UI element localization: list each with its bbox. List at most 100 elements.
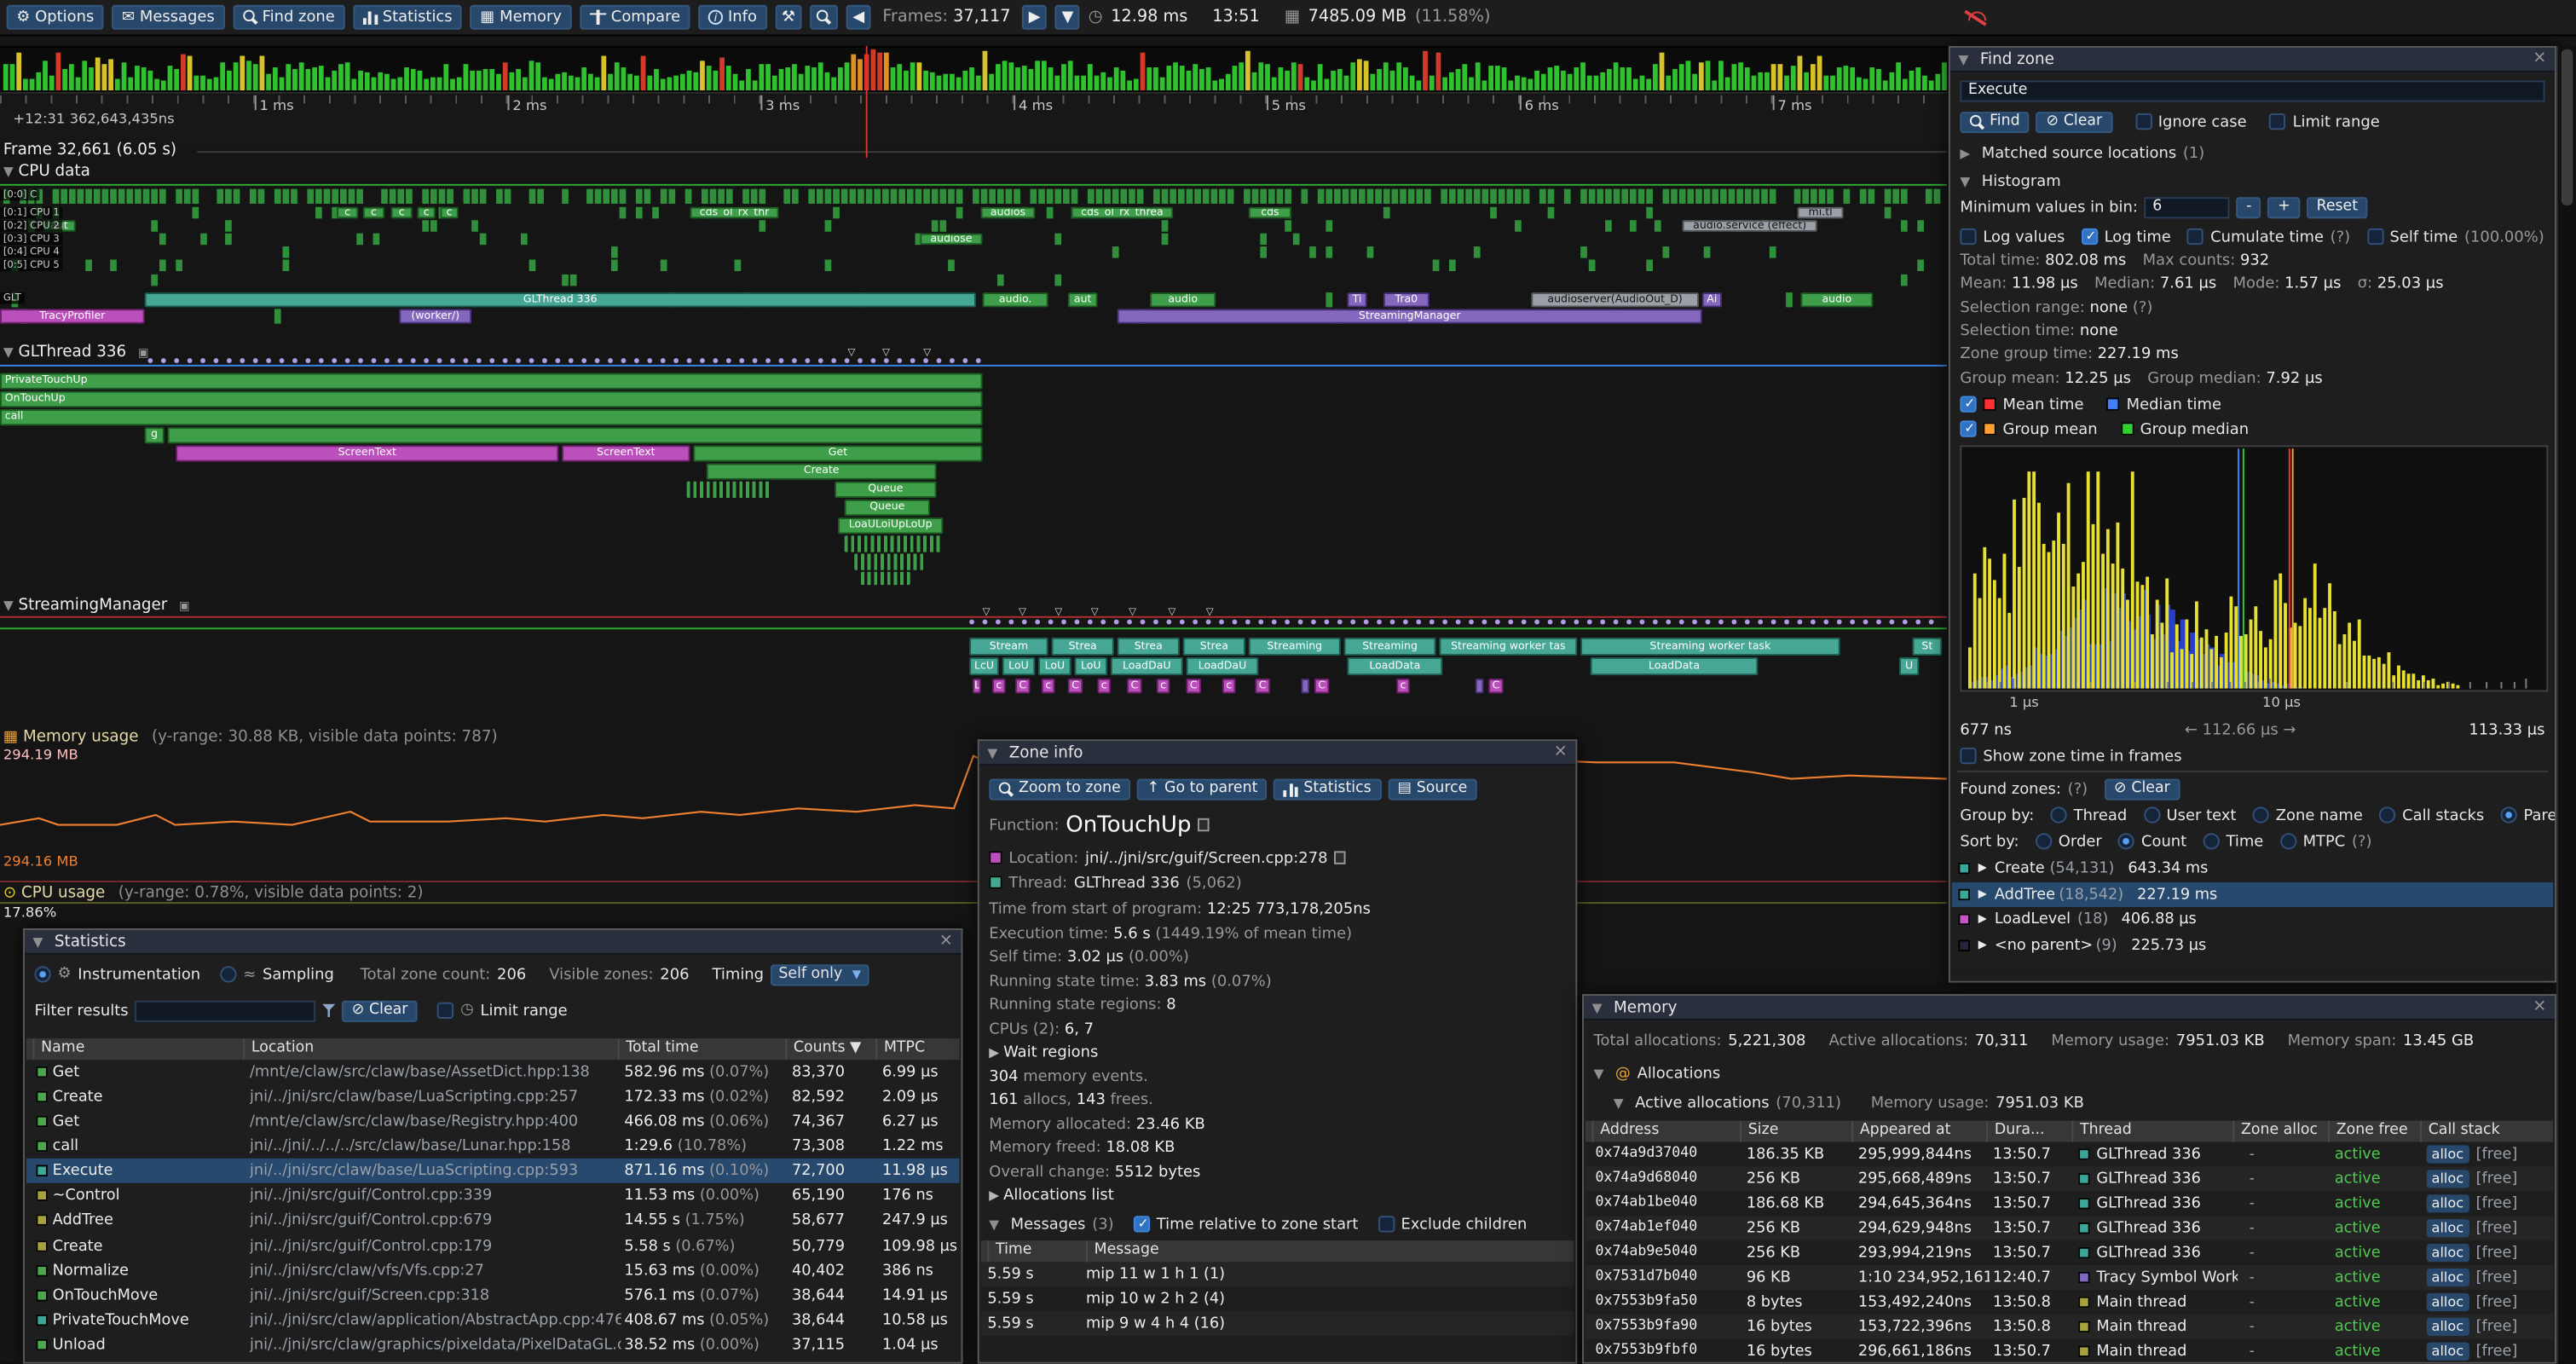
cpu-slice[interactable] [1547, 188, 1555, 204]
thread-value[interactable]: GLThread 336 [1073, 873, 1180, 892]
frame-bar[interactable] [1331, 70, 1336, 91]
frame-bar[interactable] [1659, 51, 1665, 91]
frame-bar[interactable] [1245, 50, 1250, 91]
frame-bar[interactable] [1028, 68, 1034, 91]
frame-bar[interactable] [1698, 63, 1704, 91]
frame-bar[interactable] [1423, 51, 1428, 91]
frame-bar[interactable] [272, 66, 278, 91]
stats-row[interactable]: Create jni/../jni/src/guif/Control.cpp:17… [26, 1234, 960, 1258]
cpu-slice[interactable] [1350, 188, 1358, 204]
message-dot[interactable] [752, 358, 758, 363]
frame-bar[interactable] [739, 79, 745, 91]
frame-bar[interactable] [1744, 67, 1750, 91]
frame-bar[interactable] [1586, 75, 1592, 91]
stats-row[interactable]: Normalize jni/../jni/src/claw/vfs/Vfs.cpp… [26, 1258, 960, 1283]
message-dot[interactable] [1087, 619, 1093, 625]
zone[interactable]: LoU [1074, 656, 1108, 676]
zone[interactable]: C [1255, 679, 1270, 694]
cpu-slice[interactable] [348, 188, 355, 204]
frame-bar[interactable] [601, 55, 607, 91]
message-dot[interactable] [633, 358, 639, 363]
message-dot[interactable] [765, 358, 771, 363]
cpu-slice[interactable] [315, 188, 322, 204]
clear-found-button[interactable]: Clear [2104, 777, 2180, 800]
frame-bar[interactable] [49, 75, 55, 91]
frame-bar[interactable] [1580, 62, 1585, 91]
alloc-callstack-button[interactable]: alloc [2426, 1342, 2469, 1361]
frame-bar[interactable] [160, 79, 166, 91]
message-dot[interactable] [1008, 619, 1014, 625]
message-dot[interactable] [358, 358, 363, 363]
frame-bar[interactable] [9, 63, 15, 91]
frame-bar[interactable] [410, 69, 416, 91]
cpu-slice[interactable] [1309, 246, 1316, 258]
cpu-slice[interactable] [118, 188, 125, 204]
cpu-slice[interactable] [833, 206, 840, 219]
frame-bar[interactable] [1304, 77, 1310, 91]
frame-bar[interactable] [1278, 67, 1284, 91]
frame-bar[interactable] [1035, 61, 1041, 91]
zone[interactable]: cds [1248, 206, 1291, 219]
message-dot[interactable] [1823, 619, 1829, 625]
zone[interactable]: LoadDaU [1186, 656, 1259, 676]
cpu-slice[interactable] [759, 188, 766, 204]
radio-user-text[interactable] [2143, 806, 2160, 824]
collapse-icon[interactable]: ▼ [1613, 1095, 1624, 1110]
frame-bar[interactable] [141, 67, 147, 91]
allocation-row[interactable]: 0x74a9d68040 256 KB 295,668,489ns 13:50.7 GL… [1585, 1166, 2553, 1191]
frame-bar[interactable] [1600, 72, 1606, 91]
frame-bar[interactable] [1455, 68, 1461, 91]
frame-bar[interactable] [181, 55, 186, 91]
message-dot[interactable] [213, 358, 219, 363]
frame-bar[interactable] [673, 75, 679, 91]
zone[interactable]: audios [980, 206, 1036, 219]
message-dot[interactable] [266, 358, 272, 363]
frame-bar[interactable] [298, 62, 304, 91]
zone[interactable] [844, 535, 944, 552]
zone[interactable]: Streaming [1248, 637, 1341, 656]
collapse-icon[interactable]: ▼ [989, 1217, 1000, 1232]
frame-marker-icon[interactable]: ▽ [847, 346, 856, 359]
frame-bar[interactable] [1751, 74, 1757, 91]
zone[interactable]: LoU [1002, 656, 1036, 676]
cpu-slice[interactable] [742, 188, 749, 204]
frame-bar[interactable] [1882, 79, 1888, 91]
alloc-callstack-button[interactable]: alloc [2426, 1244, 2469, 1263]
frame-bar[interactable] [851, 54, 857, 91]
cpu-slice[interactable] [332, 206, 339, 219]
frame-bar[interactable] [1639, 75, 1645, 91]
frame-bar[interactable] [904, 71, 909, 91]
clear-button[interactable]: Clear [2036, 111, 2112, 133]
zone[interactable]: C [1127, 679, 1142, 694]
frame-bar[interactable] [771, 75, 777, 91]
cpu-slice[interactable] [463, 188, 471, 204]
cpu-slice[interactable] [183, 188, 191, 204]
message-dot[interactable] [713, 358, 719, 363]
toolbar-button-compare[interactable]: Compare [580, 4, 690, 30]
frame-bar[interactable] [1186, 71, 1192, 91]
message-dot[interactable] [1574, 619, 1580, 625]
cpu-slice[interactable] [1391, 188, 1399, 204]
message-dot[interactable] [700, 358, 705, 363]
cpu-slice[interactable] [85, 259, 92, 272]
cpu-slice[interactable] [68, 188, 76, 204]
frame-bar[interactable] [1922, 76, 1927, 91]
cpu-slice[interactable] [225, 220, 232, 232]
cpu-slice[interactable] [430, 188, 437, 204]
cpu-slice[interactable] [323, 188, 331, 204]
toolbar-button-tools[interactable] [775, 4, 802, 30]
min-bin-input[interactable]: 6 [2144, 196, 2230, 218]
cpu-slice[interactable] [1917, 259, 1924, 272]
frame-bar[interactable] [1856, 76, 1862, 91]
zone[interactable]: LcU [969, 656, 999, 676]
cpu-slice[interactable] [496, 188, 503, 204]
message-dot[interactable] [870, 358, 876, 363]
zone[interactable]: (worker/) [399, 309, 472, 324]
cpu-slice[interactable] [750, 188, 758, 204]
message-dot[interactable] [1402, 619, 1408, 625]
close-icon[interactable]: × [2533, 49, 2547, 68]
collapse-icon[interactable]: ▼ [32, 933, 43, 950]
cpu-slice[interactable] [1416, 188, 1424, 204]
message-dot[interactable] [608, 358, 613, 363]
frame-bar[interactable] [679, 72, 685, 91]
